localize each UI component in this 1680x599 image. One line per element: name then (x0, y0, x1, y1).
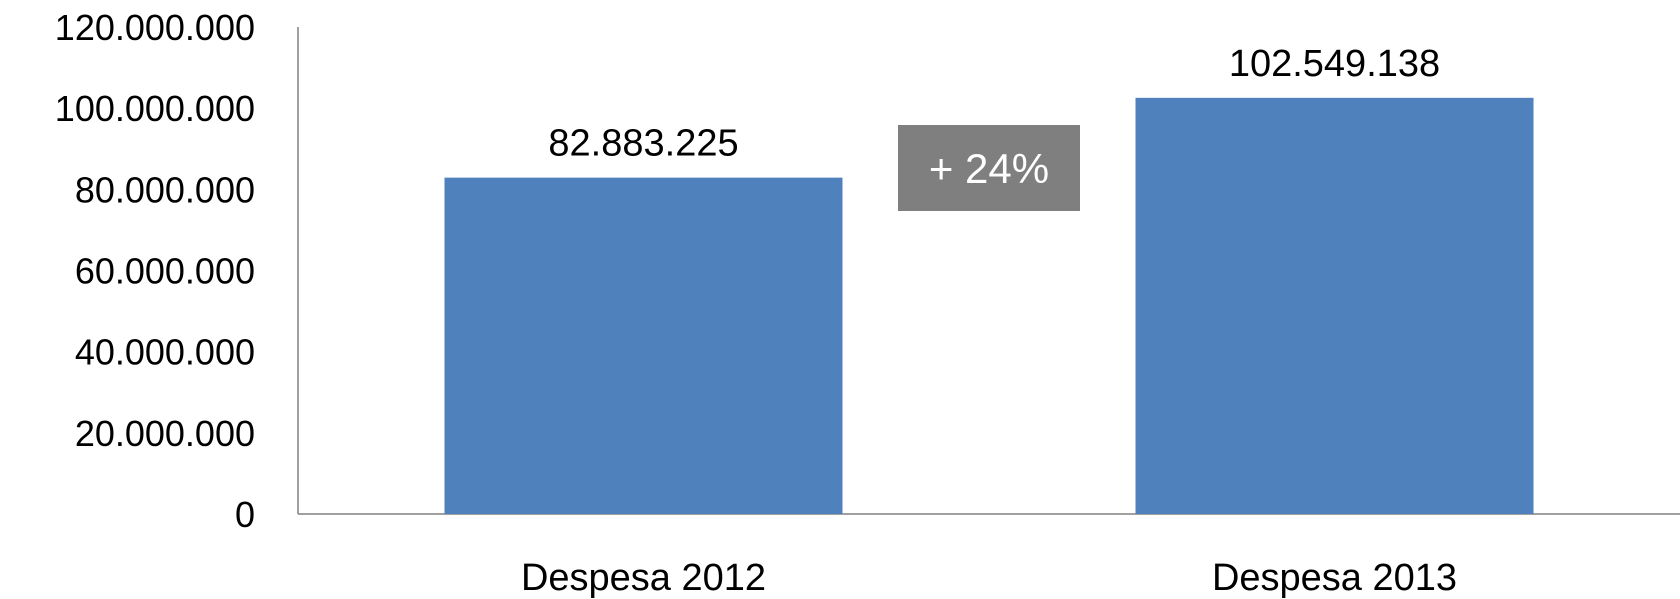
x-tick-label: Despesa 2013 (1212, 557, 1457, 599)
growth-annotation: + 24% (898, 125, 1080, 211)
y-tick-label: 60.000.000 (75, 251, 255, 292)
y-tick-label: 100.000.000 (55, 88, 255, 129)
y-tick-label: 20.000.000 (75, 413, 255, 454)
data-label: 102.549.138 (1229, 43, 1440, 85)
y-tick-label: 120.000.000 (55, 7, 255, 48)
y-tick-labels: 0 20.000.000 40.000.000 60.000.000 80.000.00… (55, 7, 255, 535)
y-tick-label: 80.000.000 (75, 169, 255, 210)
data-labels: 82.883.225 102.549.138 (548, 43, 1440, 165)
bars (444, 97, 1534, 514)
x-tick-label: Despesa 2012 (521, 557, 766, 599)
bar (1135, 97, 1534, 514)
x-tick-labels: Despesa 2012 Despesa 2013 (521, 557, 1457, 599)
growth-annotation-box (898, 125, 1080, 211)
growth-annotation-text: + 24% (929, 145, 1049, 192)
data-label: 82.883.225 (548, 123, 738, 165)
y-tick-label: 0 (235, 494, 255, 535)
bar (444, 177, 843, 514)
y-tick-label: 40.000.000 (75, 332, 255, 373)
